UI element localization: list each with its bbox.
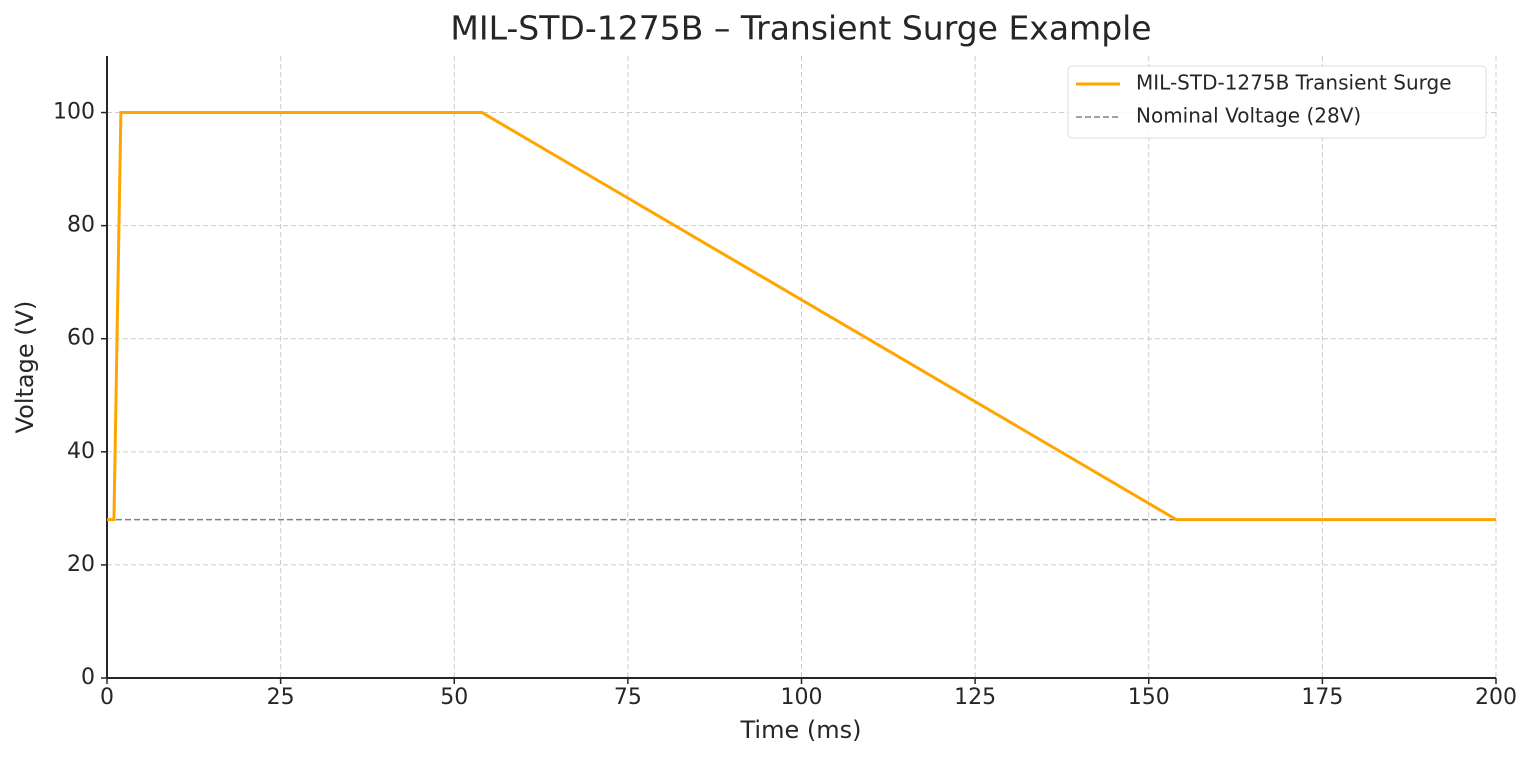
x-tick-label: 125 [954,685,996,710]
y-tick-label: 40 [67,439,95,464]
series-line [107,111,1496,522]
y-tick-label: 20 [67,552,95,577]
legend-box [1067,65,1487,139]
x-tick-label: 175 [1301,685,1343,710]
legend-label: Nominal Voltage (28V) [1136,104,1361,128]
x-tick-label: 75 [614,685,642,710]
x-tick-label: 25 [267,685,295,710]
x-tick-label: 50 [440,685,468,710]
legend-label: MIL-STD-1275B Transient Surge [1136,71,1452,95]
x-tick-label: 0 [100,685,114,710]
y-tick-label: 60 [67,326,95,351]
x-axis-label: Time (ms) [740,716,862,744]
y-axis-label: Voltage (V) [11,301,39,434]
legend: MIL-STD-1275B Transient Surge Nominal Vol… [1067,65,1487,139]
y-tick-label: 80 [67,213,95,238]
x-tick-label: 200 [1475,685,1517,710]
x-tick-label: 100 [781,685,823,710]
x-tick-label: 150 [1128,685,1170,710]
y-tick-label: 100 [53,100,95,125]
chart-title: MIL-STD-1275B – Transient Surge Example [450,9,1151,48]
y-tick-label: 0 [81,665,95,690]
